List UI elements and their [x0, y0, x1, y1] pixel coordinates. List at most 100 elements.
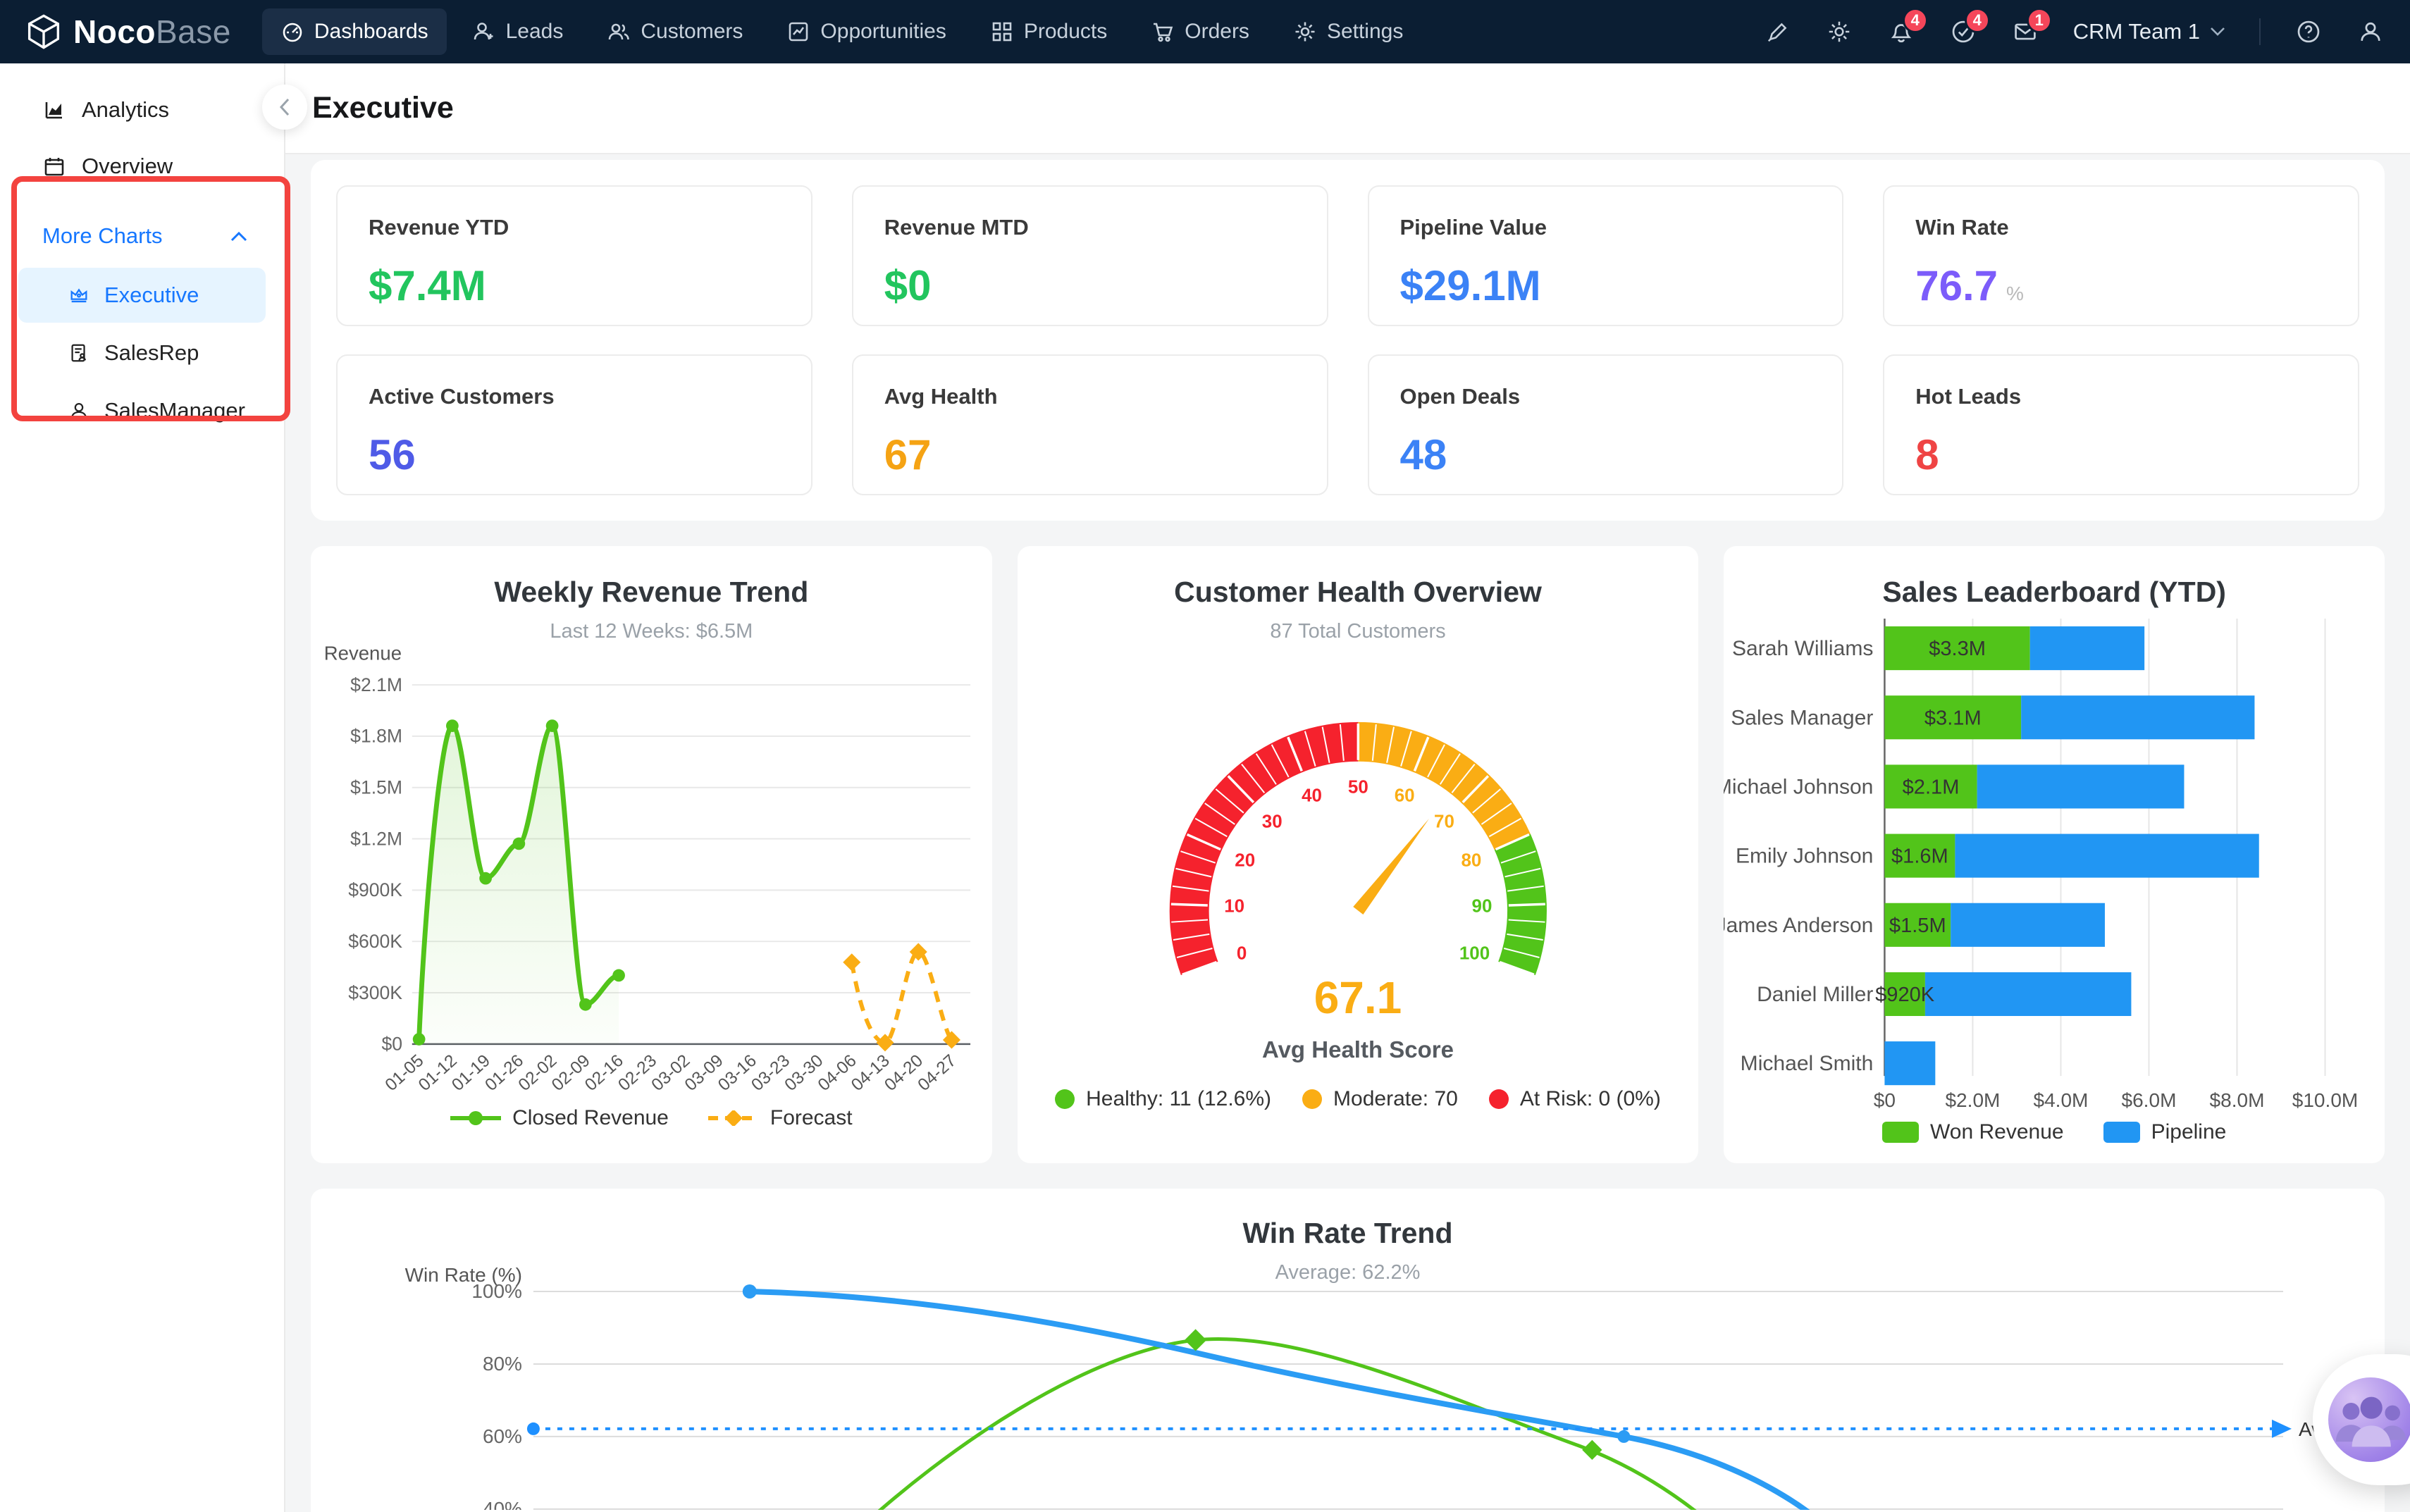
win-rate-trend-card: Win Rate Trend Average: 62.2% Win Rate (…: [311, 1189, 2399, 1512]
person-plus-icon: [474, 23, 493, 40]
legend-won-revenue[interactable]: Won Revenue: [1882, 1120, 2064, 1144]
person-icon: [70, 402, 87, 419]
svg-text:40: 40: [1302, 785, 1322, 806]
sidebar-label: SalesRep: [104, 340, 199, 365]
sidebar-item-executive[interactable]: Executive: [18, 268, 266, 323]
kpi-card-revenue-mtd: Revenue MTD $0: [851, 185, 1328, 326]
sidebar-group-more-charts[interactable]: More Charts: [0, 207, 284, 265]
tasks-button[interactable]: 4: [1949, 8, 1990, 46]
cart-icon: [1154, 23, 1173, 42]
kpi-card-win-rate: Win Rate 76.7%: [1883, 185, 2359, 326]
sidebar-item-salesrep[interactable]: SalesRep: [18, 326, 266, 380]
nocobase-logo-icon: [27, 14, 60, 49]
svg-text:60%: 60%: [483, 1425, 522, 1447]
legend-at-risk[interactable]: At Risk: 0 (0%): [1488, 1087, 1661, 1111]
svg-text:10: 10: [1224, 895, 1244, 916]
legend-closed-revenue[interactable]: Closed Revenue: [450, 1106, 669, 1130]
floating-assistant-button[interactable]: [2313, 1354, 2410, 1485]
svg-text:$0: $0: [381, 1034, 402, 1055]
leaderboard-legend: Won Revenue Pipeline: [1724, 1120, 2385, 1144]
legend-forecast[interactable]: Forecast: [707, 1106, 853, 1130]
gear-icon: [1829, 21, 1849, 42]
kpi-card-pipeline-value: Pipeline Value $29.1M: [1367, 185, 1844, 326]
bell-badge: 4: [1902, 8, 1928, 33]
nav-label: Leads: [505, 20, 564, 43]
kpi-label: Open Deals: [1399, 384, 1521, 409]
svg-text:$10.0M: $10.0M: [2292, 1089, 2359, 1111]
sidebar-label: SalesManager: [104, 398, 245, 423]
nav-item-leads[interactable]: Leads: [454, 8, 582, 55]
gauge-legend: Healthy: 11 (12.6%) Moderate: 70 At Risk…: [1018, 1087, 1699, 1111]
svg-text:20: 20: [1235, 850, 1255, 871]
tasks-badge: 4: [1964, 8, 1990, 33]
kpi-value: $29.1M: [1399, 262, 1541, 309]
highlighter-icon: [1767, 23, 1787, 42]
legend-moderate[interactable]: Moderate: 70: [1302, 1087, 1458, 1111]
kpi-value: 48: [1399, 431, 1447, 478]
svg-text:60: 60: [1394, 785, 1414, 806]
brand-bold: Noco: [73, 13, 156, 50]
red-dot-icon: [1488, 1089, 1509, 1110]
sidebar-label: Analytics: [82, 97, 170, 122]
kpi-label: Revenue MTD: [884, 215, 1029, 240]
svg-text:02-16: 02-16: [581, 1051, 627, 1095]
kpi-card-open-deals: Open Deals 48: [1367, 354, 1844, 495]
chart-title: Sales Leaderboard (YTD): [1882, 576, 2226, 608]
legend-healthy[interactable]: Healthy: 11 (12.6%): [1055, 1087, 1271, 1111]
weekly-revenue-chart-card: Weekly Revenue Trend Last 12 Weeks: $6.5…: [311, 546, 992, 1163]
kpi-label: Hot Leads: [1915, 384, 2022, 409]
svg-text:03-02: 03-02: [648, 1051, 694, 1095]
team-switcher[interactable]: CRM Team 1: [2073, 19, 2225, 44]
svg-text:80%: 80%: [483, 1353, 522, 1375]
svg-text:$920K: $920K: [1875, 984, 1935, 1006]
chart-subtitle: Last 12 Weeks: $6.5M: [550, 620, 753, 643]
svg-text:03-09: 03-09: [681, 1051, 727, 1095]
sidebar-item-analytics[interactable]: Analytics: [0, 82, 284, 138]
sidebar-collapse-button[interactable]: [262, 85, 307, 130]
svg-text:$300K: $300K: [348, 982, 402, 1003]
kpi-grid: Revenue YTD $7.4M Revenue MTD $0 Pipelin…: [336, 185, 2359, 495]
chart-title: Weekly Revenue Trend: [494, 576, 809, 608]
svg-text:$0: $0: [1874, 1089, 1896, 1111]
nav-item-products[interactable]: Products: [972, 8, 1125, 55]
svg-text:03-30: 03-30: [781, 1051, 827, 1095]
sidebar-item-overview[interactable]: Overview: [0, 138, 284, 194]
svg-text:$2.0M: $2.0M: [1946, 1089, 2001, 1111]
dashboard-icon: [283, 23, 302, 42]
legend-pipeline[interactable]: Pipeline: [2103, 1120, 2226, 1144]
user-menu-button[interactable]: [2356, 18, 2385, 46]
chart-subtitle: Average: 62.2%: [1275, 1261, 1421, 1284]
admin-settings-button[interactable]: [1825, 18, 1853, 46]
weekly-legend: Closed Revenue Forecast: [315, 1106, 988, 1130]
notifications-button[interactable]: 4: [1887, 8, 1928, 46]
nav-label: Dashboards: [314, 20, 428, 43]
gauge-value: 67.1: [1314, 972, 1402, 1024]
svg-text:04-27: 04-27: [915, 1051, 960, 1095]
calendar-icon: [44, 158, 64, 176]
svg-text:01-12: 01-12: [415, 1051, 461, 1095]
nocobase-logo[interactable]: NocoBase: [25, 13, 231, 51]
dashed-diamond-marker-icon: [707, 1110, 759, 1126]
weekly-revenue-chart: Revenue $2.1M $1.8M $1.5: [324, 643, 971, 1095]
people-icon: [609, 23, 630, 40]
sidebar-item-salesmanager[interactable]: SalesManager: [18, 383, 266, 438]
crown-icon: [70, 288, 87, 303]
nav-item-dashboards[interactable]: Dashboards: [261, 8, 447, 55]
chart-subtitle: 87 Total Customers: [1270, 620, 1446, 643]
nav-item-opportunities[interactable]: Opportunities: [768, 8, 964, 55]
orange-dot-icon: [1302, 1089, 1323, 1110]
kpi-card-avg-health: Avg Health 67: [851, 354, 1328, 495]
help-button[interactable]: [2294, 18, 2323, 46]
nav-item-customers[interactable]: Customers: [588, 8, 761, 55]
nav-item-orders[interactable]: Orders: [1132, 8, 1268, 55]
svg-text:$6.0M: $6.0M: [2122, 1089, 2177, 1111]
blue-swatch-icon: [2103, 1122, 2140, 1144]
messages-button[interactable]: 1: [2011, 8, 2052, 46]
user-icon: [2361, 22, 2380, 41]
sales-leaderboard-chart-card: Sales Leaderboard (YTD) Sarah Williams S…: [1724, 546, 2385, 1163]
svg-text:01-19: 01-19: [448, 1051, 494, 1095]
svg-text:01-26: 01-26: [481, 1051, 527, 1095]
highlighter-button[interactable]: [1763, 18, 1791, 46]
question-circle-icon: [2297, 20, 2320, 43]
nav-item-settings[interactable]: Settings: [1275, 8, 1421, 55]
